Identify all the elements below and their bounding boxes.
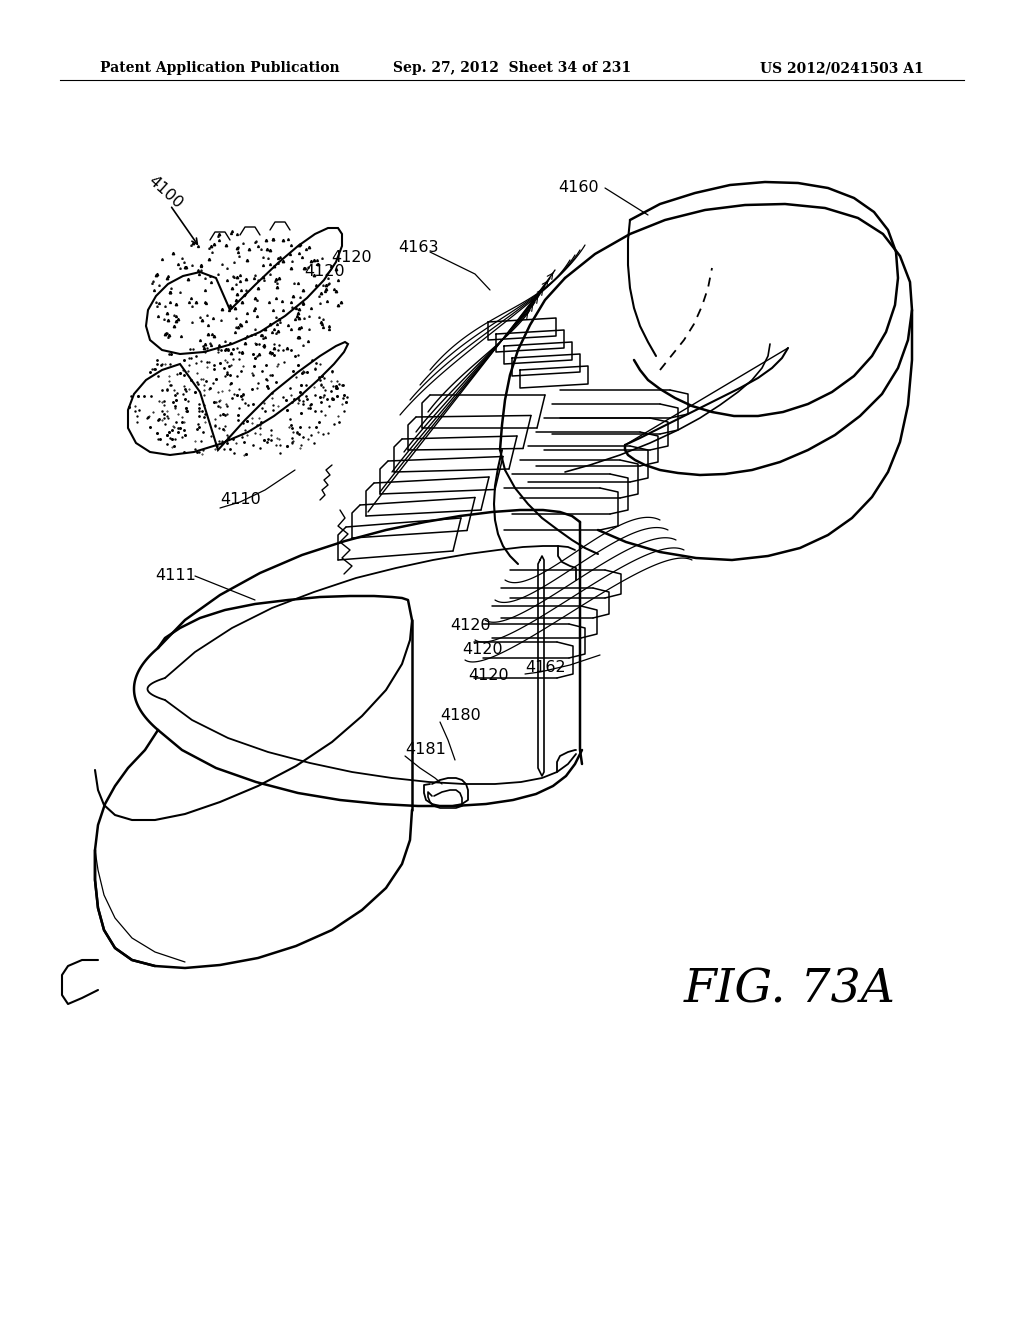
Text: 4120: 4120 [450,619,490,634]
Text: 4110: 4110 [220,492,261,507]
Text: 4100: 4100 [145,173,185,211]
Text: 4163: 4163 [398,240,438,256]
Polygon shape [146,228,342,354]
Text: Patent Application Publication: Patent Application Publication [100,61,340,75]
Text: 4120: 4120 [305,264,345,280]
Text: 4162: 4162 [525,660,565,676]
Text: 4120: 4120 [462,643,503,657]
Text: Sep. 27, 2012  Sheet 34 of 231: Sep. 27, 2012 Sheet 34 of 231 [393,61,631,75]
Text: FIG. 73A: FIG. 73A [684,968,896,1012]
Text: 4181: 4181 [406,742,445,758]
Text: 4120: 4120 [332,251,373,265]
Text: 4180: 4180 [440,708,480,722]
Text: US 2012/0241503 A1: US 2012/0241503 A1 [760,61,924,75]
Text: 4120: 4120 [468,668,509,684]
Text: 4111: 4111 [155,568,196,582]
Polygon shape [128,342,348,455]
Text: 4160: 4160 [558,181,599,195]
